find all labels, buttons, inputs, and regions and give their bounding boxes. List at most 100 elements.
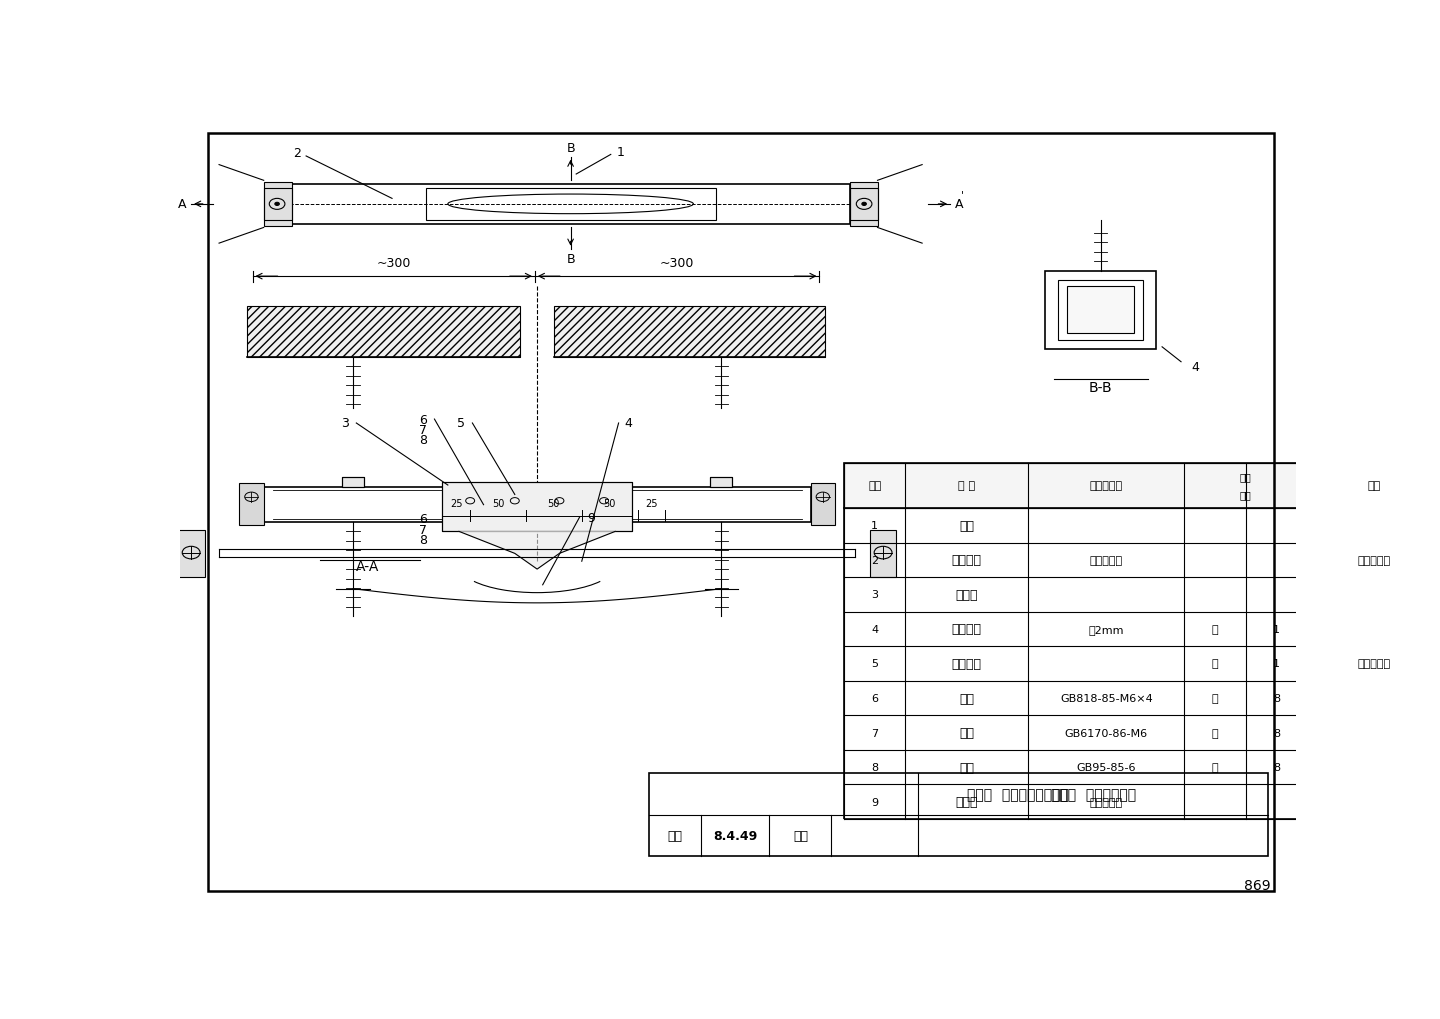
Bar — [1058, 281, 1143, 340]
Text: 第四节  线槽配线安装: 第四节 线槽配线安装 — [1051, 787, 1136, 801]
Text: 图号: 图号 — [667, 828, 683, 842]
Text: 8.4.49: 8.4.49 — [713, 828, 757, 842]
Text: 备注: 备注 — [1368, 481, 1381, 491]
Text: 1: 1 — [1273, 659, 1280, 668]
Bar — [442, 482, 632, 532]
Text: 名 称: 名 称 — [958, 481, 975, 491]
Bar — [264, 487, 811, 523]
Circle shape — [275, 203, 279, 206]
Text: 9: 9 — [586, 512, 595, 524]
Bar — [442, 482, 632, 532]
Text: 5: 5 — [458, 417, 465, 430]
Text: 编号: 编号 — [868, 481, 881, 491]
Bar — [844, 464, 1440, 819]
Text: 见工程设计: 见工程设计 — [1090, 555, 1123, 566]
Text: 线槽吸具: 线槽吸具 — [952, 553, 982, 567]
Bar — [1045, 271, 1156, 350]
Text: 个: 个 — [1212, 693, 1218, 703]
Text: 第八章  建筑物内配电工程: 第八章 建筑物内配电工程 — [966, 787, 1068, 801]
Text: 8: 8 — [419, 433, 428, 446]
Text: 3: 3 — [341, 417, 348, 430]
Circle shape — [863, 203, 867, 206]
Text: 50: 50 — [547, 498, 560, 508]
Bar — [710, 478, 733, 487]
Bar — [264, 182, 291, 226]
Bar — [426, 189, 716, 220]
Text: 与线槽配套: 与线槽配套 — [1358, 555, 1391, 566]
Text: GB95-85-6: GB95-85-6 — [1077, 762, 1136, 772]
Text: 5: 5 — [871, 659, 878, 668]
Text: A-A: A-A — [356, 559, 379, 574]
Bar — [554, 307, 825, 358]
Text: 图名: 图名 — [793, 828, 808, 842]
Text: 2: 2 — [294, 147, 301, 160]
Text: 单位: 单位 — [1240, 472, 1251, 482]
Text: 1: 1 — [1273, 625, 1280, 634]
Text: 25: 25 — [645, 498, 658, 508]
Text: 6: 6 — [871, 693, 878, 703]
Bar — [850, 189, 877, 220]
Text: A: A — [955, 198, 963, 211]
Text: 厚2mm: 厚2mm — [1089, 625, 1125, 634]
Text: 跨接线: 跨接线 — [956, 796, 978, 808]
Text: 坠圈: 坠圈 — [959, 761, 975, 773]
Text: 螺母: 螺母 — [959, 727, 975, 740]
Text: 1: 1 — [616, 146, 625, 159]
Text: 与线槽配套: 与线槽配套 — [1358, 659, 1391, 668]
Bar — [248, 307, 520, 358]
Text: 50: 50 — [603, 498, 616, 508]
Text: 2: 2 — [871, 555, 878, 566]
Text: 线槽: 线槽 — [959, 520, 975, 532]
Bar — [844, 464, 1440, 508]
Text: 4: 4 — [1192, 361, 1200, 374]
Text: 8: 8 — [1273, 728, 1280, 738]
Bar — [1067, 287, 1135, 334]
Text: 869: 869 — [1244, 878, 1270, 892]
Text: ~300: ~300 — [660, 257, 694, 270]
Text: GB6170-86-M6: GB6170-86-M6 — [1064, 728, 1148, 738]
Bar — [341, 478, 364, 487]
Text: 线槽盖: 线槽盖 — [956, 588, 978, 601]
Text: 50: 50 — [492, 498, 504, 508]
Text: 8: 8 — [1273, 693, 1280, 703]
Text: 8: 8 — [871, 762, 878, 772]
Text: 1: 1 — [871, 521, 878, 531]
Polygon shape — [459, 532, 615, 570]
Bar — [648, 773, 1269, 856]
Text: 25: 25 — [449, 498, 462, 508]
Text: GB818-85-M6×4: GB818-85-M6×4 — [1060, 693, 1152, 703]
Text: 连接盖板: 连接盖板 — [952, 657, 982, 671]
Text: 7: 7 — [871, 728, 878, 738]
Text: 个: 个 — [1212, 728, 1218, 738]
Text: ~300: ~300 — [376, 257, 410, 270]
Bar — [291, 185, 850, 224]
Text: 6: 6 — [419, 513, 428, 526]
Text: 见工程设计: 见工程设计 — [1090, 797, 1123, 807]
Bar — [870, 530, 897, 578]
Bar — [811, 484, 835, 526]
Text: 数量: 数量 — [1240, 490, 1251, 500]
Text: 7: 7 — [419, 523, 428, 536]
Bar — [710, 478, 733, 487]
Text: B: B — [566, 142, 575, 155]
Text: 螺钉: 螺钉 — [959, 692, 975, 705]
Bar — [239, 484, 264, 526]
Bar — [177, 530, 204, 578]
Text: 4: 4 — [625, 417, 632, 430]
Text: ': ' — [960, 191, 963, 201]
Bar — [264, 189, 291, 220]
Text: B: B — [566, 253, 575, 265]
Bar — [341, 478, 364, 487]
Text: 8: 8 — [1273, 762, 1280, 772]
Text: 7: 7 — [419, 423, 428, 436]
Text: 3: 3 — [871, 590, 878, 600]
Text: 型号及规格: 型号及规格 — [1090, 481, 1123, 491]
Text: 6: 6 — [419, 413, 428, 426]
Text: 个: 个 — [1212, 762, 1218, 772]
Text: 块: 块 — [1212, 659, 1218, 668]
Text: 8: 8 — [419, 533, 428, 546]
Text: B-B: B-B — [1089, 380, 1113, 394]
Bar — [850, 182, 877, 226]
Text: 4: 4 — [871, 625, 878, 634]
Text: 9: 9 — [871, 797, 878, 807]
